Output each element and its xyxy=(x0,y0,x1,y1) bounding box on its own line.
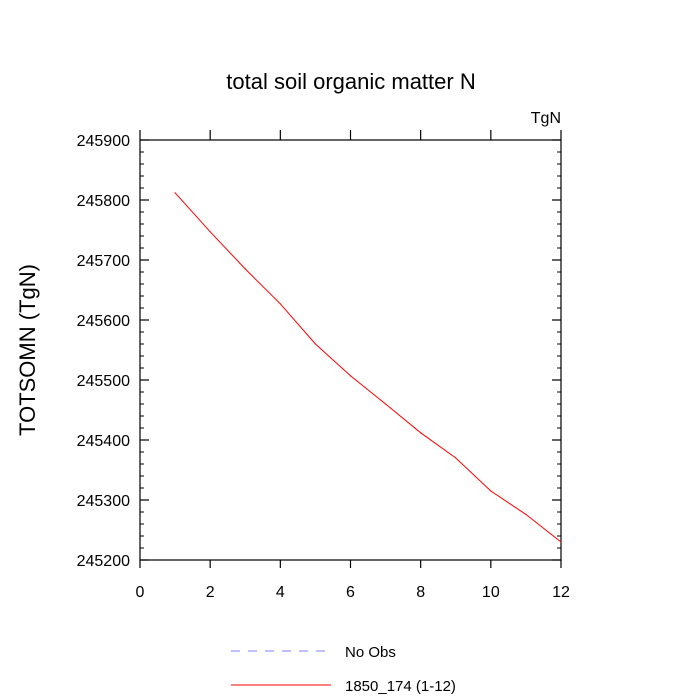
chart-title: total soil organic matter N xyxy=(226,69,475,94)
x-tick-label: 8 xyxy=(416,584,425,601)
x-tick-label: 4 xyxy=(276,584,285,601)
series-line xyxy=(174,192,562,543)
x-tick-label: 6 xyxy=(346,584,355,601)
data-point xyxy=(349,375,352,377)
grid-ticks xyxy=(139,130,562,568)
y-tick-labels: 245200 245300 245400 245500 245600 245700 2458… xyxy=(77,133,130,570)
y-tick-label: 245700 xyxy=(77,253,130,270)
series-group xyxy=(174,192,562,543)
data-point xyxy=(209,231,211,233)
units-label: TgN xyxy=(531,110,561,127)
data-point xyxy=(384,403,387,405)
y-tick-label: 245400 xyxy=(77,433,130,450)
data-point xyxy=(420,432,422,434)
data-point xyxy=(314,343,317,345)
data-point xyxy=(525,513,527,516)
y-tick-label: 245300 xyxy=(77,493,130,510)
data-point xyxy=(560,541,562,543)
y-tick-label: 245600 xyxy=(77,313,130,330)
x-tick-label: 12 xyxy=(552,584,570,601)
x-tick-label: 0 xyxy=(136,584,145,601)
x-tick-label: 2 xyxy=(206,584,215,601)
y-axis-label: TOTSOMN (TgN) xyxy=(15,264,40,436)
data-point xyxy=(490,490,492,492)
data-point xyxy=(174,192,176,194)
data-point xyxy=(279,303,281,305)
data-point xyxy=(244,268,246,270)
plot-frame xyxy=(139,139,562,561)
legend: No Obs 1850_174 (1-12) xyxy=(231,644,456,695)
x-tick-label: 10 xyxy=(482,584,500,601)
y-tick-label: 245800 xyxy=(77,193,130,210)
x-tick-labels: 0 2 4 6 8 10 12 xyxy=(136,584,570,601)
legend-label-no-obs: No Obs xyxy=(345,644,396,661)
y-tick-label: 245200 xyxy=(77,553,130,570)
y-tick-label: 245900 xyxy=(77,133,130,150)
legend-label-1850-174: 1850_174 (1-12) xyxy=(345,678,456,695)
data-point xyxy=(455,457,457,459)
y-tick-label: 245500 xyxy=(77,373,130,390)
